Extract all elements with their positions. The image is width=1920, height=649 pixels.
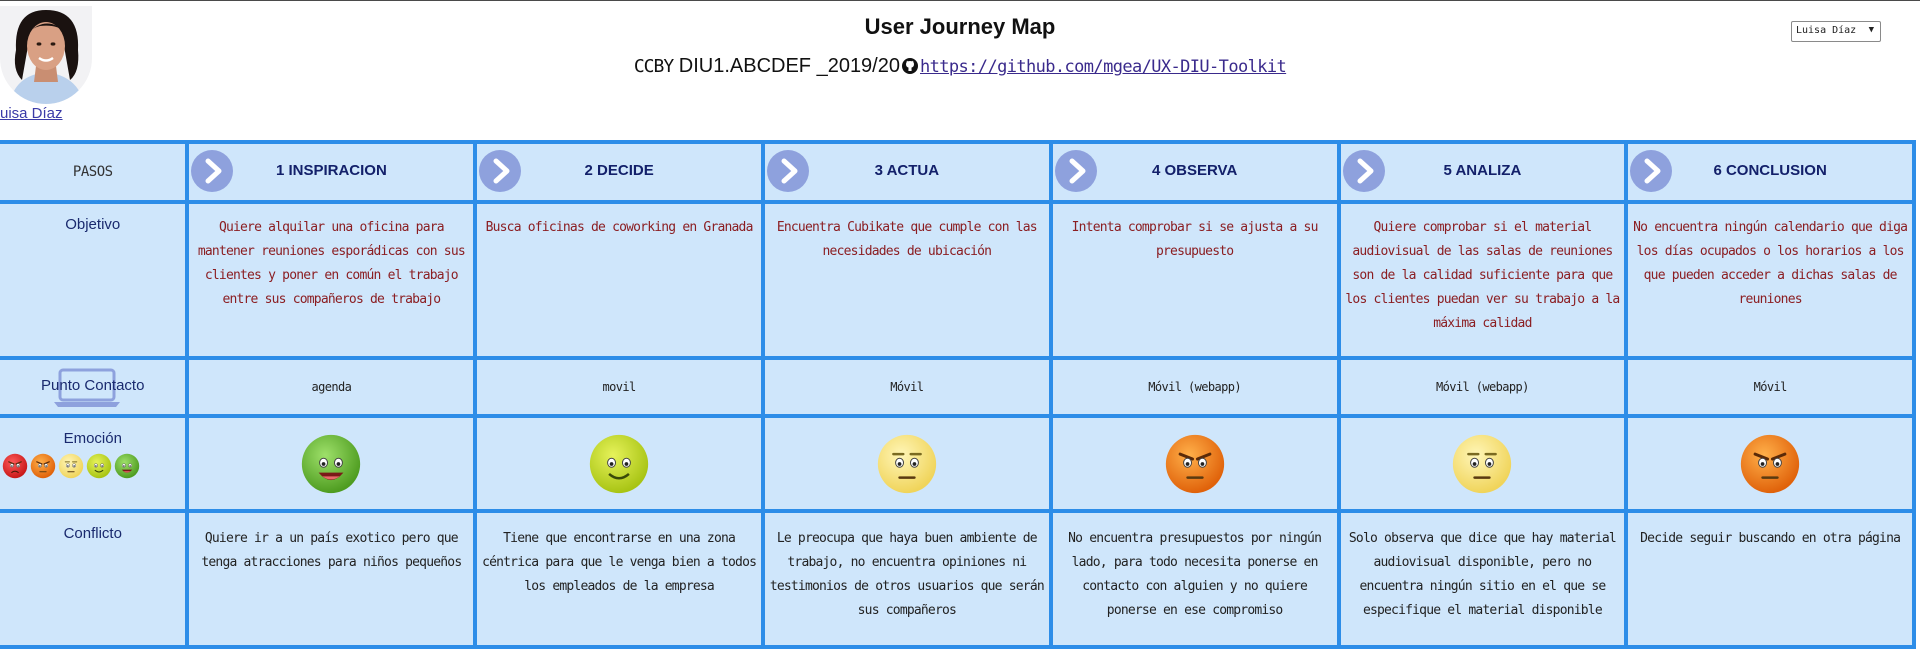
- github-icon: [902, 57, 918, 80]
- row-label-steps: PASOS: [0, 140, 190, 204]
- conflict-text: No encuentra presupuestos por ningún lad…: [1068, 531, 1322, 618]
- touchpoint-cell: movil: [473, 356, 765, 418]
- page-subtitle: CCBY DIU1.ABCDEF _2019/20 https://github.…: [0, 55, 1920, 80]
- happy-face-icon: [302, 434, 361, 493]
- conflict-cell: Solo observa que dice que hay material a…: [1336, 509, 1629, 649]
- step-header: 1 INSPIRACION: [185, 140, 478, 204]
- happy-face-icon: [114, 453, 140, 479]
- emotion-cell: [185, 414, 478, 513]
- goal-cell: Encuentra Cubikate que cumple con las ne…: [760, 200, 1053, 360]
- conflict-text: Solo observa que dice que hay material a…: [1348, 531, 1617, 618]
- chevron-right-icon: [1069, 158, 1086, 184]
- goal-text: Quiere alquilar una oficina para mantene…: [197, 220, 466, 307]
- goal-cell: No encuentra ningún calendario que diga …: [1624, 200, 1916, 360]
- touchpoint-row: Punto Contacto agenda movil Móvil Móvil …: [0, 356, 1916, 418]
- neutral-face-icon: [58, 453, 84, 479]
- touchpoint-cell: Móvil: [760, 356, 1053, 418]
- content-face-icon: [86, 453, 112, 479]
- step-title: 5 ANALIZA: [1443, 162, 1522, 179]
- emotion-cell: [760, 414, 1053, 513]
- row-label-emotion: Emoción: [0, 414, 190, 513]
- chevron-right-icon: [493, 158, 510, 184]
- step-title: 4 OBSERVA: [1151, 162, 1238, 179]
- touchpoint-cell: Móvil (webapp): [1048, 356, 1341, 418]
- step-chevron-button[interactable]: [766, 150, 809, 192]
- step-title: 1 INSPIRACION: [275, 162, 387, 179]
- touchpoint-cell: Móvil: [1624, 356, 1916, 418]
- step-header: 4 OBSERVA: [1048, 140, 1341, 204]
- license-label: CCBY: [633, 56, 674, 77]
- neutral-face-icon: [1453, 434, 1512, 493]
- row-label-goal: Objetivo: [0, 200, 190, 360]
- goal-cell: Quiere alquilar una oficina para mantene…: [185, 200, 478, 360]
- chevron-down-icon: ▼: [1868, 25, 1874, 35]
- step-title: 6 CONCLUSION: [1713, 162, 1827, 179]
- row-label-conflict: Conflicto: [0, 509, 190, 649]
- steps-row: PASOS 1 INSPIRACION 2 DECIDE 3 ACTUA 4 O…: [0, 140, 1916, 204]
- row-label-touchpoint-text: Punto Contacto: [41, 377, 145, 394]
- goal-cell: Intenta comprobar si se ajusta a su pres…: [1048, 200, 1341, 360]
- persona-avatar: [0, 6, 92, 104]
- step-chevron-button[interactable]: [1342, 150, 1385, 192]
- touchpoint-cell: agenda: [185, 356, 478, 418]
- emotion-cell: [1624, 414, 1916, 513]
- touchpoint-cell: Móvil (webapp): [1336, 356, 1629, 418]
- chevron-right-icon: [205, 158, 222, 184]
- goal-text: Quiere comprobar si el material audiovis…: [1345, 220, 1620, 331]
- conflict-cell: Quiere ir a un país exotico pero que ten…: [185, 509, 478, 649]
- annoyed-face-icon: [1165, 434, 1224, 493]
- emotion-cell: [473, 414, 765, 513]
- top-border: [0, 0, 1920, 1]
- step-header: 5 ANALIZA: [1336, 140, 1629, 204]
- goal-text: Encuentra Cubikate que cumple con las ne…: [776, 220, 1038, 259]
- step-title: 2 DECIDE: [584, 162, 654, 179]
- goal-cell: Busca oficinas de coworking en Granada: [473, 200, 765, 360]
- angry-face-icon: [2, 453, 28, 479]
- annoyed-face-icon: [30, 453, 56, 479]
- chevron-right-icon: [1644, 158, 1661, 184]
- emotion-scale: [2, 453, 183, 479]
- persona-name-link[interactable]: uisa Díaz: [0, 105, 63, 122]
- step-chevron-button[interactable]: [1630, 150, 1673, 192]
- chevron-right-icon: [1357, 158, 1374, 184]
- step-header: 2 DECIDE: [473, 140, 765, 204]
- row-label-touchpoint: Punto Contacto: [0, 356, 190, 418]
- conflict-cell: Decide seguir buscando en otra página: [1624, 509, 1916, 649]
- annoyed-face-icon: [1741, 434, 1800, 493]
- persona-select[interactable]: Luisa Díaz ▼: [1791, 21, 1881, 42]
- conflict-text: Tiene que encontrarse en una zona céntri…: [482, 531, 757, 594]
- goal-text: Busca oficinas de coworking en Granada: [485, 220, 754, 235]
- goal-row: Objetivo Quiere alquilar una oficina par…: [0, 200, 1916, 360]
- page-title: User Journey Map: [864, 14, 1056, 39]
- step-chevron-button[interactable]: [191, 150, 234, 192]
- goal-text: Intenta comprobar si se ajusta a su pres…: [1071, 220, 1319, 259]
- step-chevron-button[interactable]: [1054, 150, 1097, 192]
- persona-select-value: Luisa Díaz: [1796, 25, 1857, 36]
- chevron-right-icon: [781, 158, 798, 184]
- neutral-face-icon: [877, 434, 936, 493]
- goal-cell: Quiere comprobar si el material audiovis…: [1336, 200, 1629, 360]
- repo-link[interactable]: https://github.com/mgea/UX-DIU-Toolkit: [920, 57, 1287, 77]
- journey-map-table: PASOS 1 INSPIRACION 2 DECIDE 3 ACTUA 4 O…: [0, 140, 1916, 649]
- step-title: 3 ACTUA: [874, 162, 940, 179]
- conflict-text: Quiere ir a un país exotico pero que ten…: [201, 531, 462, 570]
- conflict-text: Le preocupa que haya buen ambiente de tr…: [769, 531, 1045, 618]
- conflict-row: Conflicto Quiere ir a un país exotico pe…: [0, 509, 1916, 649]
- step-chevron-button[interactable]: [479, 150, 522, 192]
- step-header: 6 CONCLUSION: [1624, 140, 1916, 204]
- conflict-text: Decide seguir buscando en otra página: [1640, 531, 1901, 546]
- laptop-icon: [54, 368, 120, 407]
- conflict-cell: No encuentra presupuestos por ningún lad…: [1048, 509, 1341, 649]
- emotion-row: Emoción: [0, 414, 1916, 513]
- conflict-cell: Le preocupa que haya buen ambiente de tr…: [760, 509, 1053, 649]
- step-header: 3 ACTUA: [760, 140, 1053, 204]
- course-label: DIU1.ABCDEF _2019/20: [678, 55, 900, 77]
- emotion-cell: [1048, 414, 1341, 513]
- conflict-cell: Tiene que encontrarse en una zona céntri…: [473, 509, 765, 649]
- content-face-icon: [589, 434, 649, 493]
- goal-text: No encuentra ningún calendario que diga …: [1633, 220, 1908, 307]
- emotion-cell: [1336, 414, 1629, 513]
